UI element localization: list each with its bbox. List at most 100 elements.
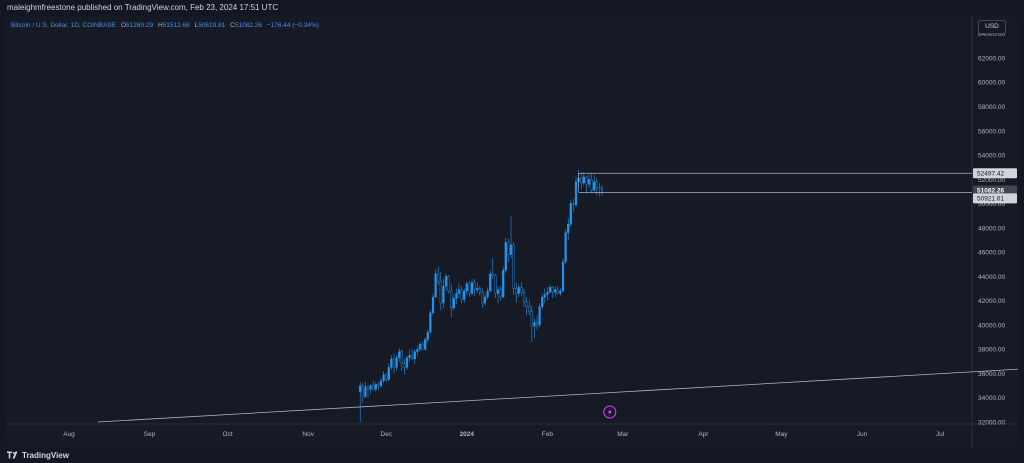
candle (359, 381, 362, 422)
candle-body (374, 384, 377, 390)
candle (452, 294, 455, 311)
candle-body (481, 291, 484, 304)
candle (465, 281, 468, 295)
candle-body (507, 242, 510, 255)
candle (572, 198, 575, 213)
candle (400, 349, 403, 372)
candle (535, 315, 539, 330)
candle (551, 286, 554, 299)
y-tick-label: 44000.00 (978, 274, 1005, 281)
candle-body (369, 385, 372, 390)
candle (582, 172, 585, 186)
lightning-bolt-icon (607, 408, 612, 416)
candle-body (366, 386, 370, 390)
candle-body (403, 363, 406, 368)
candle (580, 173, 583, 190)
y-tick-label: 38000.00 (978, 347, 1005, 354)
price-tag (973, 168, 1017, 179)
candle-body (567, 224, 570, 233)
top-bar: maleighmfreestone published on TradingVi… (0, 0, 1024, 16)
candle-body (387, 367, 390, 380)
candle (463, 288, 466, 304)
candle (431, 293, 435, 316)
candle-body (561, 261, 565, 292)
candle-body (400, 351, 403, 364)
candle (504, 237, 507, 273)
candle-body (463, 290, 466, 300)
price-chart[interactable]: 64000.00 62000.00 60000.00 58000.00 56000.00… (6, 16, 1018, 448)
candle (593, 174, 596, 192)
candle (413, 349, 416, 364)
candle-body (538, 306, 541, 326)
current-price-label: 51082.26 (977, 187, 1004, 194)
candle (598, 182, 601, 197)
y-tick-label: 56000.00 (978, 128, 1005, 135)
candle-body (444, 276, 448, 287)
candle-body (450, 290, 453, 309)
candle (403, 358, 406, 375)
candle (481, 288, 484, 308)
candle (554, 286, 557, 298)
candle (499, 286, 502, 301)
candle-body (486, 290, 489, 298)
candle-body (556, 289, 559, 294)
candle-body (587, 179, 591, 185)
candle (455, 288, 458, 305)
candle-body (525, 301, 528, 307)
footer-brand: TradingView (22, 451, 69, 460)
candle-body (585, 176, 588, 185)
candle-body (395, 357, 398, 368)
legend-symbol: Bitcoin / U.S. Dollar, 1D, COINBASE (11, 22, 117, 29)
candle-body (429, 312, 432, 333)
candle-body (598, 187, 601, 189)
candle (424, 337, 427, 351)
candle (502, 266, 505, 299)
candle (439, 271, 442, 311)
candle-body (522, 291, 526, 303)
y-tick-label: 46000.00 (978, 250, 1005, 257)
candle-body (460, 289, 463, 300)
candle-body (431, 296, 435, 313)
candle (437, 266, 440, 285)
candle-body (470, 282, 474, 294)
candle (585, 175, 588, 194)
candle (494, 273, 497, 299)
price-tag-label: 50921.61 (977, 195, 1004, 202)
candle (486, 287, 489, 300)
candle-body (382, 374, 385, 381)
candle-body (418, 344, 422, 350)
candle (369, 384, 372, 395)
y-tick-label: 36000.00 (978, 371, 1005, 378)
candle (470, 278, 474, 296)
candle (590, 173, 593, 193)
candle (382, 371, 385, 384)
y-tick-label: 52000.00 (978, 177, 1005, 184)
currency-button[interactable]: USD (978, 20, 1006, 34)
candle (460, 286, 463, 304)
candle (364, 381, 367, 398)
candle-body (489, 273, 492, 292)
candle (374, 381, 377, 392)
candle (509, 215, 513, 259)
price-tag (973, 193, 1017, 204)
y-tick-label: 42000.00 (978, 298, 1005, 305)
candle (543, 288, 546, 304)
candle-body (590, 179, 593, 191)
y-tick-label: 32000.00 (978, 420, 1005, 427)
candle-body (426, 332, 429, 340)
chart-panel[interactable]: 64000.00 62000.00 60000.00 58000.00 56000.00… (6, 16, 1018, 448)
candle-body (548, 287, 552, 293)
candle-body (593, 181, 596, 191)
candle-body (496, 289, 500, 294)
candle-body (499, 289, 502, 298)
candle-body (405, 357, 409, 368)
x-tick-label: May (775, 431, 788, 438)
candle (483, 293, 487, 306)
candle (411, 349, 414, 361)
candle (546, 287, 549, 301)
candle (530, 305, 533, 342)
candle (491, 258, 494, 279)
candle (416, 345, 419, 357)
candle-body (546, 291, 549, 295)
candle-body (416, 348, 419, 352)
